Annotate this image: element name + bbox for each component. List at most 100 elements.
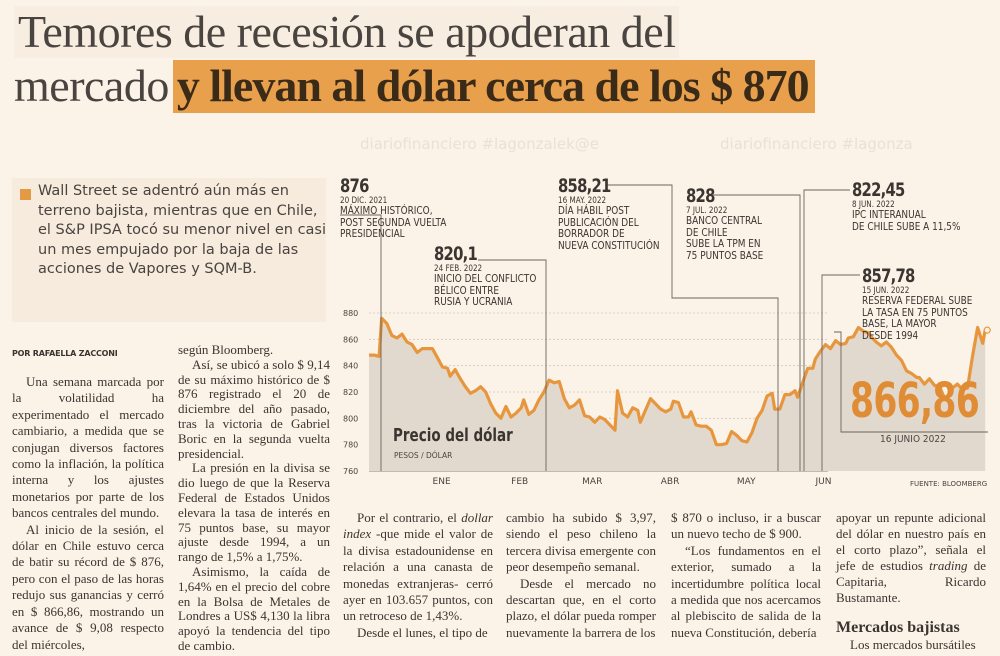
annotation-date: 20 DIC. 2021: [340, 196, 388, 206]
headline-line-2: mercado y llevan al dólar cerca de los $ …: [14, 60, 815, 113]
subheading: Mercados bajistas: [836, 619, 960, 636]
annotation-date: 8 JUN. 2022: [852, 200, 895, 210]
annotation-828: 828 7 JUL. 2022 BANCO CENTRAL DE CHILE S…: [686, 186, 777, 262]
price-line: [369, 316, 987, 447]
annotation-text: DE CHILE SUBE A 11,5%: [852, 220, 961, 233]
y-tick-label: 800: [343, 414, 358, 423]
paragraph: “Los fundamentos en el exterior, sumado …: [671, 542, 821, 640]
annotation-leader-line: [340, 214, 382, 471]
y-tick-label: 820: [343, 388, 358, 397]
chart-title: Precio del dólar: [393, 425, 513, 446]
annotation-text: BANCO CENTRAL: [686, 215, 762, 227]
italic-term: dollar index: [343, 510, 493, 542]
y-tick-label: 840: [343, 362, 358, 371]
paragraph: cambio ha subido $ 3,97, siendo el peso …: [506, 510, 656, 575]
annotation-leader-line: [834, 331, 988, 433]
annotation-leader-line: [478, 259, 547, 471]
annotation-text: DE CHILE: [686, 226, 728, 239]
annotation-date: 24 FEB. 2022: [434, 264, 483, 274]
last-point-marker: [983, 326, 991, 334]
annotation-text: RUSIA Y UCRANIA: [434, 296, 513, 308]
bullet-square-icon: [20, 189, 31, 200]
paragraph: Desde el lunes, el tipo de: [357, 624, 488, 640]
paragraph: Una semana marcada por la volatilidad ha…: [12, 374, 164, 521]
annotation-value: 822,45: [852, 179, 905, 201]
annotation-text: DÍA HÁBIL POST: [558, 205, 630, 217]
annotation-text: 75 PUNTOS BASE: [686, 249, 764, 262]
annotation-text: INICIO DEL CONFLICTO: [434, 273, 537, 285]
paragraph: Por el contrario, el dollar index -que m…: [343, 510, 493, 624]
lead-box: Wall Street se adentró aún más en terren…: [12, 178, 326, 322]
annotation-text: RESERVA FEDERAL SUBE: [862, 295, 973, 307]
annotation-leader-line: [606, 184, 779, 471]
annotation-text: MÁXIMO HISTÓRICO,: [340, 205, 433, 217]
annotation-date: 15 JUN. 2022: [862, 286, 910, 296]
article-column-5: $ 870 o incluso, ir a buscar un nuevo te…: [671, 510, 821, 641]
headline-highlight: y llevan al dólar cerca de los $ 870: [172, 60, 815, 113]
last-value: 866,86: [850, 373, 980, 429]
paragraph: apoyar un repunte adicional del dólar en…: [836, 510, 986, 605]
annotation-date: 7 JUL. 2022: [686, 206, 728, 216]
article-column-3: Por el contrario, el dollar index -que m…: [343, 510, 493, 641]
byline: POR RAFAELLA ZACCONI: [12, 349, 118, 358]
y-tick-label: 880: [343, 309, 358, 318]
chart-source: FUENTE: BLOOMBERG: [910, 480, 988, 488]
annotation-text: LA TASA EN 75 PUNTOS: [862, 306, 968, 319]
y-tick-label: 760: [343, 467, 358, 476]
watermark: diariofinanciero #lagonzalek@e: [360, 135, 599, 153]
x-tick-label: JUN: [814, 477, 831, 487]
headline-plain: mercado: [14, 60, 169, 111]
paragraph: La presión en la divisa se dio luego de …: [178, 460, 330, 565]
area-fill: [369, 318, 986, 471]
paragraph: Así, se ubicó a solo $ 9,14 de su máximo…: [178, 356, 330, 461]
annotation-value: 858,21: [558, 175, 611, 197]
italic-term: trading: [929, 558, 968, 573]
article-column-4: cambio ha subido $ 3,97, siendo el peso …: [506, 510, 656, 641]
y-tick-label: 860: [343, 335, 358, 344]
y-tick-label: 780: [343, 441, 358, 450]
annotation-820-1: 820,1 24 FEB. 2022 INICIO DEL CONFLICTO …: [434, 244, 554, 309]
annotation-text: IPC INTERANUAL: [852, 209, 926, 221]
x-tick-label: ENE: [433, 477, 451, 487]
article-column-6: apoyar un repunte adicional del dólar en…: [836, 510, 986, 653]
paragraph: Los mercados bursátiles: [850, 637, 976, 652]
annotation-text: BASE, LA MAYOR: [862, 318, 937, 330]
article-column-2: según Bloomberg. Así, se ubicó a solo $ …: [178, 342, 330, 654]
x-tick-label: MAY: [737, 477, 756, 487]
annotation-text: DESDE 1994: [862, 329, 919, 342]
chart-ylabel: PESOS / DÓLAR: [394, 451, 453, 460]
watermark: diariofinanciero #lagonza: [720, 135, 913, 153]
paragraph: Desde el mercado no descartan que, en el…: [506, 575, 656, 640]
headline-line-1: Temores de recesión se apoderan del: [14, 6, 680, 58]
x-tick-label: ABR: [661, 477, 680, 487]
paragraph: $ 870 o incluso, ir a buscar un nuevo te…: [671, 510, 821, 542]
annotation-text: BORRADOR DE: [558, 228, 625, 240]
lead-text: Wall Street se adentró aún más en terren…: [38, 183, 327, 277]
annotation-text: BÉLICO ENTRE: [434, 284, 500, 297]
annotation-leader-line: [713, 194, 801, 471]
article-column-1: Una semana marcada por la volatilidad ha…: [12, 374, 164, 653]
annotation-858-21: 858,21 16 MAY. 2022 DÍA HÁBIL POST PUBLI…: [558, 176, 677, 252]
x-tick-label: MAR: [582, 477, 602, 487]
x-tick-label: FEB: [511, 477, 528, 487]
annotation-text: PUBLICACIÓN DEL: [558, 216, 639, 229]
annotation-leader-line: [803, 189, 850, 471]
annotation-text: SUBE LA TPM EN: [686, 238, 761, 250]
annotation-value: 820,1: [434, 243, 478, 265]
annotation-876: 876 20 DIC. 2021 MÁXIMO HISTÓRICO, POST …: [340, 176, 465, 241]
annotation-857-78: 857,78 15 JUN. 2022 RESERVA FEDERAL SUBE…: [862, 266, 992, 342]
paragraph: según Bloomberg.: [178, 342, 274, 357]
annotation-value: 828: [686, 185, 715, 207]
annotation-value: 876: [340, 175, 369, 197]
last-date: 16 JUNIO 2022: [880, 434, 946, 445]
annotation-822-45: 822,45 8 JUN. 2022 IPC INTERANUAL DE CHI…: [852, 180, 980, 233]
paragraph: Al inicio de la sesión, el dólar en Chil…: [12, 521, 164, 652]
annotation-text: PRESIDENCIAL: [340, 228, 405, 240]
annotation-text: POST SEGUNDA VUELTA: [340, 216, 447, 229]
paragraph: Asimismo, la caída de 1,64% en el precio…: [178, 563, 330, 653]
annotation-leader-line: [821, 274, 860, 471]
annotation-value: 857,78: [862, 265, 915, 287]
annotation-text: NUEVA CONSTITUCIÓN: [558, 239, 660, 252]
annotation-date: 16 MAY. 2022: [558, 196, 607, 206]
